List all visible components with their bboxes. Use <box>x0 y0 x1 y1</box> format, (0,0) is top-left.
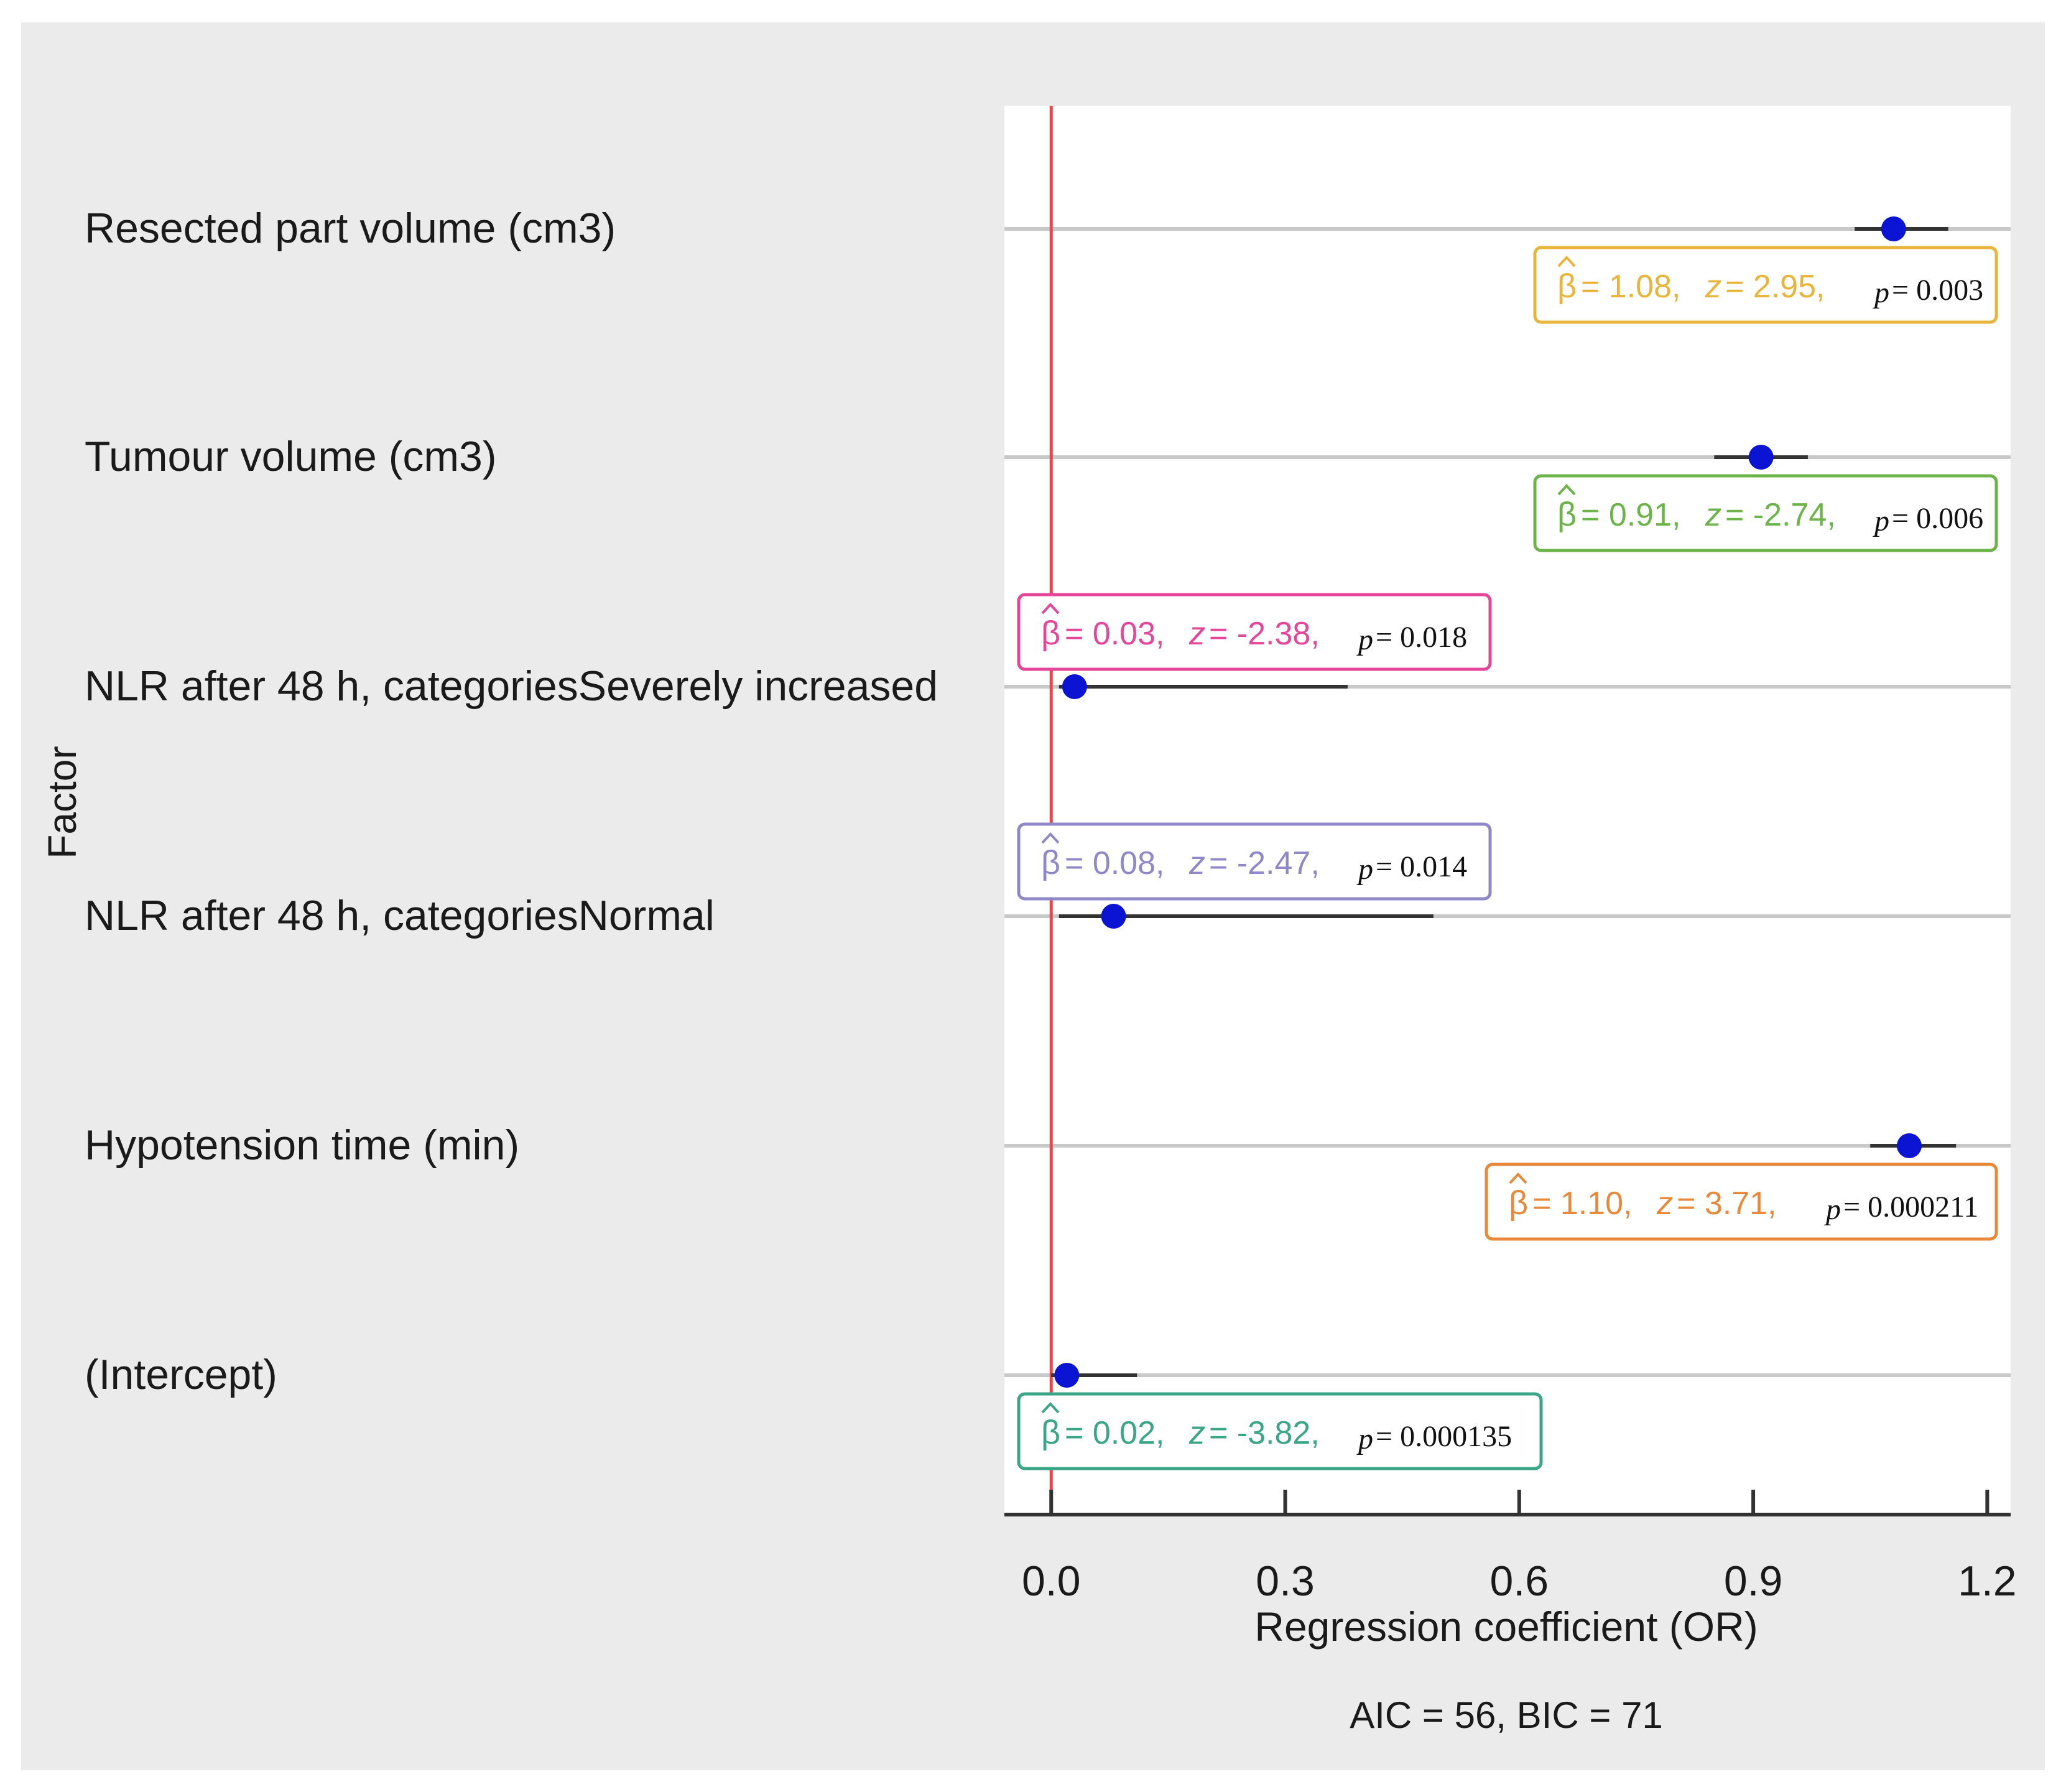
annotation-5: β = 0.02, z = -3.82, p = 0.000135 <box>1017 1392 1543 1470</box>
beta-hat-3 <box>1041 832 1060 844</box>
p-symbol-0: p <box>1873 276 1889 309</box>
factor-labels: Resected part volume (cm3) Tumour volume … <box>85 205 938 1398</box>
annotation-box-4 <box>1485 1163 1998 1241</box>
factor-label-5: (Intercept) <box>85 1351 277 1398</box>
estimate-point-2 <box>1062 674 1087 699</box>
x-axis: 0.0 0.3 0.6 0.9 1.2 <box>1004 1490 2017 1605</box>
beta-value-5: = 0.02, <box>1065 1415 1164 1451</box>
z-value-0: = 2.95, <box>1725 269 1825 305</box>
z-value-3: = -2.47, <box>1209 845 1320 881</box>
annotation-0: β = 1.08, z = 2.95, p = 0.003 <box>1533 246 1998 324</box>
p-symbol-5: p <box>1356 1423 1373 1455</box>
annotation-4: β = 1.10, z = 3.71, p = 0.000211 <box>1485 1163 1998 1241</box>
beta-symbol-4: β <box>1509 1184 1528 1222</box>
beta-symbol-0: β <box>1557 267 1577 305</box>
beta-value-3: = 0.08, <box>1065 845 1164 881</box>
factor-label-2: NLR after 48 h, categoriesSeverely incre… <box>85 662 938 710</box>
x-tick-label-0: 0.0 <box>1022 1558 1081 1605</box>
beta-value-2: = 0.03, <box>1065 616 1164 652</box>
y-axis-title: Factor <box>40 746 85 858</box>
beta-hat-4 <box>1509 1172 1527 1184</box>
beta-symbol-2: β <box>1041 615 1060 652</box>
beta-hat-0 <box>1557 256 1576 267</box>
annotation-box-3 <box>1017 822 1492 901</box>
z-symbol-1: z <box>1705 497 1721 533</box>
beta-value-1: = 0.91, <box>1581 497 1680 533</box>
annotation-3: β = 0.08, z = -2.47, p = 0.014 <box>1017 822 1492 901</box>
beta-symbol-5: β <box>1041 1414 1060 1451</box>
beta-hat-2 <box>1041 603 1060 615</box>
z-symbol-2: z <box>1188 616 1205 652</box>
x-tick-label-4: 1.2 <box>1958 1558 2017 1605</box>
z-symbol-5: z <box>1188 1415 1205 1451</box>
estimate-point-3 <box>1101 904 1126 929</box>
plot-area <box>1004 106 2011 1515</box>
estimate-point-4 <box>1896 1133 1922 1158</box>
x-tick-label-3: 0.9 <box>1724 1558 1783 1605</box>
z-value-4: = 3.71, <box>1677 1186 1776 1222</box>
z-symbol-0: z <box>1705 269 1721 305</box>
beta-hat-1 <box>1557 484 1576 496</box>
z-value-1: = -2.74, <box>1725 497 1836 533</box>
x-tick-label-1: 0.3 <box>1256 1558 1315 1605</box>
p-symbol-3: p <box>1356 853 1373 886</box>
z-symbol-4: z <box>1656 1186 1673 1222</box>
annotation-2: β = 0.03, z = -2.38, p = 0.018 <box>1017 593 1492 671</box>
p-value-4: = 0.000211 <box>1843 1191 1978 1223</box>
beta-value-0: = 1.08, <box>1581 269 1680 305</box>
estimate-point-5 <box>1054 1363 1080 1388</box>
x-tick-label-2: 0.6 <box>1490 1558 1549 1605</box>
z-value-2: = -2.38, <box>1209 616 1320 652</box>
factor-label-3: NLR after 48 h, categoriesNormal <box>85 892 715 939</box>
p-symbol-1: p <box>1873 504 1889 537</box>
beta-symbol-1: β <box>1557 496 1577 533</box>
estimate-point-0 <box>1881 216 1906 241</box>
p-symbol-4: p <box>1824 1193 1841 1226</box>
z-symbol-3: z <box>1188 845 1205 881</box>
annotation-box-1 <box>1533 474 1998 552</box>
beta-value-4: = 1.10, <box>1532 1186 1632 1222</box>
factor-label-0: Resected part volume (cm3) <box>85 205 616 252</box>
p-value-5: = 0.000135 <box>1376 1420 1512 1453</box>
z-value-5: = -3.82, <box>1209 1415 1320 1451</box>
p-value-2: = 0.018 <box>1376 621 1467 654</box>
p-value-0: = 0.003 <box>1892 274 1983 307</box>
factor-label-1: Tumour volume (cm3) <box>85 433 497 480</box>
estimate-point-1 <box>1748 445 1774 470</box>
p-value-1: = 0.006 <box>1892 502 1983 535</box>
factor-label-4: Hypotension time (min) <box>85 1121 519 1169</box>
annotation-box-0 <box>1533 246 1998 324</box>
p-value-3: = 0.014 <box>1376 850 1467 883</box>
beta-hat-5 <box>1041 1402 1060 1414</box>
model-fit-footnote: AIC = 56, BIC = 71 <box>1350 1694 1663 1736</box>
x-axis-title: Regression coefficient (OR) <box>1254 1604 1758 1650</box>
annotation-box-5 <box>1017 1392 1543 1470</box>
beta-symbol-3: β <box>1041 844 1060 881</box>
annotation-box-2 <box>1017 593 1492 671</box>
p-symbol-2: p <box>1356 623 1373 656</box>
annotation-1: β = 0.91, z = -2.74, p = 0.006 <box>1533 474 1998 552</box>
